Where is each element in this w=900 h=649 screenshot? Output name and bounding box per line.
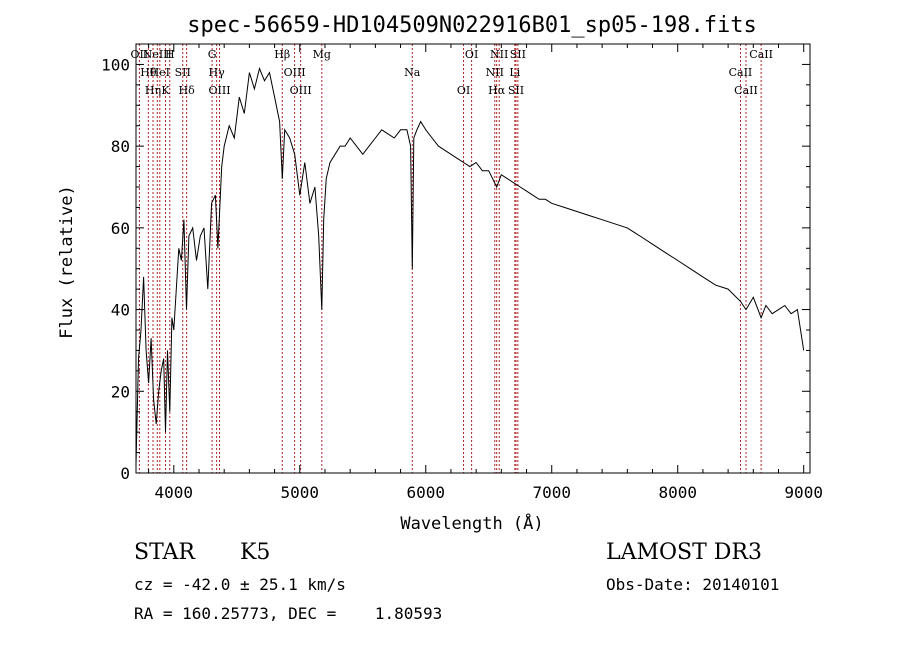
line-label-Hθ: Hθ <box>140 66 157 79</box>
line-label-Hγ: Hγ <box>209 66 226 79</box>
line-label-CaII: CaII <box>734 84 758 97</box>
line-label-OI: OI <box>465 48 478 61</box>
line-label-NII: NII <box>490 48 508 61</box>
line-label-OIII: OIII <box>284 66 306 79</box>
line-label-OIII: OIII <box>208 84 230 97</box>
line-label-SII: SII <box>175 66 191 79</box>
observation-date: Obs-Date: 20140101 <box>606 575 780 594</box>
x-tick-label: 7000 <box>532 483 571 502</box>
line-label-K: K <box>161 84 170 97</box>
y-tick-label: 0 <box>120 464 130 483</box>
line-label-SII: SII <box>508 84 524 97</box>
line-label-G: G <box>208 48 217 61</box>
survey-name: LAMOST DR3 <box>606 540 762 565</box>
line-label-Hδ: Hδ <box>179 84 196 97</box>
line-label-OIII: OIII <box>290 84 312 97</box>
plot-frame <box>135 43 811 474</box>
y-tick-label: 100 <box>101 55 130 74</box>
line-label-CaII: CaII <box>749 48 773 61</box>
x-tick-label: 9000 <box>784 483 823 502</box>
line-label-Hα: Hα <box>488 84 506 97</box>
object-class: STAR <box>134 540 195 565</box>
x-axis: 4000 5000 6000 7000 8000 9000 <box>148 44 823 502</box>
y-tick-label: 40 <box>111 301 130 320</box>
line-label-Hβ: Hβ <box>274 48 290 61</box>
line-label-SII: SII <box>510 48 526 61</box>
y-axis: 0 20 40 60 80 100 <box>101 55 810 483</box>
y-tick-label: 80 <box>111 137 130 156</box>
spectrum-line <box>135 66 805 465</box>
line-label-H: H <box>165 48 175 61</box>
chart-title: spec-56659-HD104509N022916B01_sp05-198.f… <box>187 13 757 38</box>
y-tick-label: 20 <box>111 382 130 401</box>
line-label-Mg: Mg <box>313 48 331 61</box>
x-axis-label: Wavelength (Å) <box>400 512 543 534</box>
line-label-Li: Li <box>509 66 520 79</box>
y-tick-label: 60 <box>111 219 130 238</box>
line-label-Hη: Hη <box>145 84 161 97</box>
line-label-HeI: HeI <box>150 66 170 79</box>
line-label-NII: NII <box>486 66 504 79</box>
line-label-CaII: CaII <box>729 66 753 79</box>
line-label-NeIII: NeIII <box>143 48 172 61</box>
x-tick-label: 8000 <box>658 483 697 502</box>
ra-dec: RA = 160.25773, DEC = 1.80593 <box>134 604 443 623</box>
line-label-OI: OI <box>457 84 470 97</box>
object-subclass: K5 <box>240 540 271 565</box>
redshift-cz: cz = -42.0 ± 25.1 km/s <box>134 575 346 594</box>
line-label-Na: Na <box>404 66 421 79</box>
line-label-OII: OII <box>131 48 149 61</box>
spectral-line-labels: OIIHθHηNeIIIHeIKHSIIHδGHγOIIIHβOIIIOIIIM… <box>131 48 773 97</box>
x-tick-label: 5000 <box>281 483 320 502</box>
spectral-line-markers <box>138 44 762 473</box>
x-tick-label: 6000 <box>406 483 445 502</box>
x-tick-label: 4000 <box>155 483 194 502</box>
y-axis-label: Flux (relative) <box>57 185 77 339</box>
